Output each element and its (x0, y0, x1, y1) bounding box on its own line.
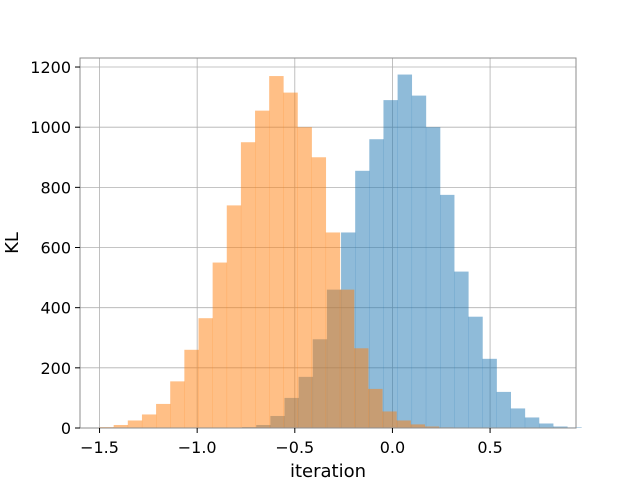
histogram-bars (99, 74, 582, 429)
histogram-bar-series-1 (538, 423, 554, 428)
y-tick-label: 200 (40, 359, 71, 378)
histogram-bar-series-2 (368, 388, 383, 428)
histogram-bar-series-2 (396, 420, 411, 428)
histogram-bar-series-2 (141, 414, 157, 428)
x-axis-label: iteration (290, 461, 366, 480)
histogram-bar-series-2 (283, 92, 298, 428)
y-tick-label: 800 (40, 178, 71, 197)
histogram-bar-series-1 (411, 95, 427, 428)
x-tick-label: 0.5 (477, 438, 502, 457)
x-tick-label: 0.0 (380, 438, 405, 457)
x-tick-label: −1.0 (178, 438, 217, 457)
histogram-bar-series-2 (297, 127, 312, 429)
histogram-bar-series-2 (311, 157, 327, 428)
histogram-bar-series-1 (482, 358, 497, 428)
histogram-bar-series-2 (354, 348, 369, 428)
histogram-bar-series-2 (226, 205, 242, 428)
histogram-bar-series-2 (382, 411, 397, 428)
y-axis-label: KL (2, 232, 23, 254)
histogram-bar-series-2 (212, 262, 228, 428)
histogram-bar-series-2 (170, 381, 185, 428)
y-tick-label: 1000 (30, 118, 71, 137)
histogram-bar-series-1 (369, 139, 384, 428)
histogram-bar-series-1 (468, 316, 483, 428)
histogram-bar-series-1 (496, 391, 511, 428)
x-tick-label: −1.5 (80, 438, 119, 457)
y-tick-label: 1200 (30, 58, 71, 77)
y-tick-label: 0 (61, 419, 71, 438)
histogram-bar-series-2 (156, 403, 171, 428)
y-tick-label: 400 (40, 299, 71, 318)
histogram-bar-series-2 (410, 424, 426, 428)
histogram-bar-series-1 (524, 417, 540, 428)
histogram-bar-series-2 (113, 424, 129, 428)
histogram-bar-series-1 (397, 74, 413, 429)
axis-ticks: −1.5 −1.0 −0.5 0.0 0.5 0 200 400 600 800 1000 1200 (30, 58, 503, 457)
histogram-bar-series-1 (454, 271, 469, 428)
histogram-bar-series-1 (440, 194, 455, 428)
histogram-bar-series-2 (325, 232, 341, 428)
histogram-bar-series-2 (127, 420, 143, 428)
histogram-bar-series-1 (553, 426, 568, 428)
histogram-bar-series-1 (383, 100, 398, 428)
y-tick-label: 600 (40, 239, 71, 258)
histogram-bar-series-2 (339, 289, 355, 428)
histogram-bar-series-1 (425, 127, 441, 429)
histogram-bar-series-2 (424, 426, 440, 428)
x-tick-label: −0.5 (275, 438, 314, 457)
histogram-bar-series-2 (184, 349, 199, 428)
histogram-bar-series-2 (240, 142, 256, 428)
histogram-bar-series-1 (510, 408, 526, 428)
histogram-bar-series-2 (269, 76, 284, 429)
histogram-bar-series-2 (198, 318, 213, 428)
plot-frame (79, 57, 577, 429)
histogram-bar-series-2 (255, 110, 270, 428)
